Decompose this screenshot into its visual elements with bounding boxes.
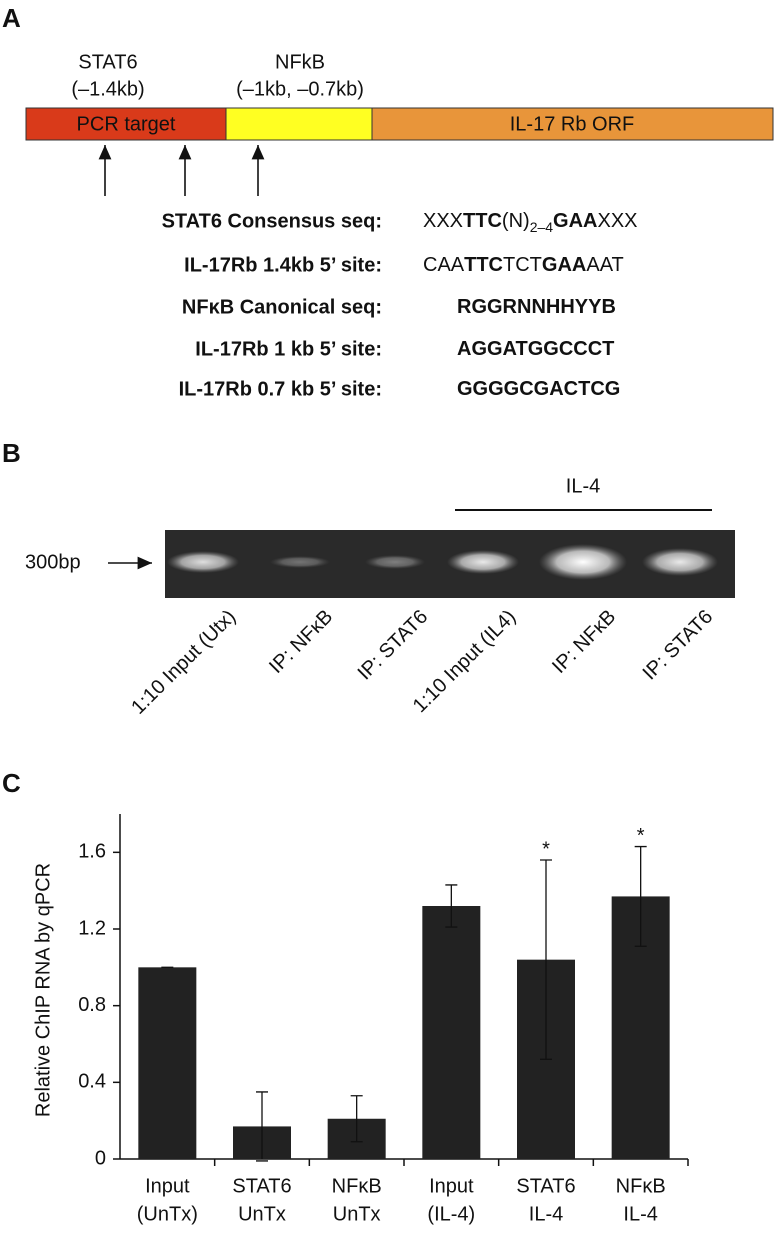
sequence-part: AGGATGGCCCT: [457, 338, 614, 360]
nfkb-region: [225, 107, 373, 141]
x-tick-label: UnTx: [333, 1203, 381, 1225]
sequence-part: TTC: [464, 254, 503, 276]
sequence-part: GGGGCGACTCG: [457, 378, 620, 400]
sequence-label: IL-17Rb 1 kb 5’ site:: [195, 338, 382, 360]
sequence-label: STAT6 Consensus seq:: [162, 210, 382, 232]
bar-chart: 0 0.4 0.8 1.2 1.6 Input (UnTx) STAT6 UnTx NFκB UnT…: [78, 814, 689, 1225]
sequence-part: XXX: [598, 210, 638, 232]
sequence: CAATTCTCTGAAAAT: [423, 254, 624, 276]
sequence-part: 2–4: [530, 219, 554, 235]
gel-band: [447, 550, 519, 574]
error-bar: [540, 859, 552, 1060]
sequence-part: RGGRNNHHYYB: [457, 296, 616, 318]
panel-label: A: [2, 3, 21, 33]
site-range: (–1.4kb): [71, 78, 144, 100]
bar: [138, 967, 197, 1159]
x-tick-label: UnTx: [238, 1203, 286, 1225]
treatment-label: IL-4: [566, 475, 600, 497]
marker-label: 300bp: [25, 551, 81, 573]
sequence-part: GAA: [542, 254, 586, 276]
site-arrows: [98, 145, 265, 196]
lane-label: IP: NFκB: [548, 606, 620, 678]
x-tick-label: (IL-4): [427, 1203, 475, 1225]
lane-label: 1:10 Input (Utx): [127, 606, 240, 719]
panel-label: B: [2, 438, 21, 468]
site-name: STAT6: [78, 51, 137, 73]
y-tick-label: 0: [95, 1147, 106, 1169]
x-tick-label: NFκB: [616, 1175, 666, 1197]
x-tick-label: (UnTx): [137, 1203, 198, 1225]
site-range: (–1kb, –0.7kb): [236, 78, 364, 100]
sequence-part: AAT: [586, 254, 623, 276]
lane-label: IP: STAT6: [354, 606, 433, 685]
gel-band: [270, 556, 330, 568]
sequence: RGGRNNHHYYB: [457, 296, 616, 318]
significance: *: [542, 838, 550, 860]
region-label: PCR target: [77, 113, 176, 135]
region-label: IL-17 Rb ORF: [510, 113, 634, 135]
sequence: GGGGCGACTCG: [457, 378, 620, 400]
x-tick-label: Input: [429, 1175, 474, 1197]
gel-band: [539, 544, 627, 580]
panel-label: C: [2, 768, 21, 798]
y-tick-label: 0.4: [78, 1071, 106, 1093]
y-tick-label: 1.6: [78, 841, 106, 863]
pcr-region: [25, 107, 227, 141]
gel-bands: [167, 544, 718, 580]
sequence-label: IL-17Rb 1.4kb 5’ site:: [184, 254, 382, 276]
x-tick-label: STAT6: [232, 1175, 291, 1197]
x-tick-label: Input: [145, 1175, 190, 1197]
y-tick-label: 0.8: [78, 994, 106, 1016]
sequence-label: IL-17Rb 0.7 kb 5’ site:: [179, 378, 382, 400]
site-name: NFkB: [275, 51, 325, 73]
bar: [422, 906, 481, 1159]
gel-band: [365, 555, 425, 569]
error-bar: [350, 1095, 363, 1143]
x-tick-label: IL-4: [529, 1203, 563, 1225]
x-tick-label: STAT6: [516, 1175, 575, 1197]
error-bar: [634, 845, 647, 947]
sequence-part: TTC: [463, 210, 502, 232]
lane-label: IP: STAT6: [639, 606, 718, 685]
error-bar: [445, 884, 458, 928]
x-tick-label: NFκB: [332, 1175, 382, 1197]
sequence-part: GAA: [553, 210, 597, 232]
x-tick-label: IL-4: [623, 1203, 657, 1225]
y-axis-title: Relative ChIP RNA by qPCR: [32, 863, 54, 1117]
sequence-table: STAT6 Consensus seq: XXXTTC(N)2–4GAAXXXIL…: [162, 210, 638, 400]
lane-label: IP: NFκB: [265, 606, 337, 678]
y-tick-label: 1.2: [78, 917, 106, 939]
orf-region: [371, 107, 774, 141]
sequence: AGGATGGCCCT: [457, 338, 614, 360]
sequence-part: TCT: [503, 254, 542, 276]
sequence-label: NFκB Canonical seq:: [182, 296, 382, 318]
error-bar: [256, 1091, 268, 1162]
sequence: XXXTTC(N)2–4GAAXXX: [423, 210, 638, 234]
gel-band: [642, 548, 718, 576]
sequence-part: CAA: [423, 254, 465, 276]
sequence-part: (N): [502, 210, 530, 232]
sequence-part: XXX: [423, 210, 463, 232]
gel-band: [167, 551, 239, 573]
significance: *: [637, 825, 645, 847]
